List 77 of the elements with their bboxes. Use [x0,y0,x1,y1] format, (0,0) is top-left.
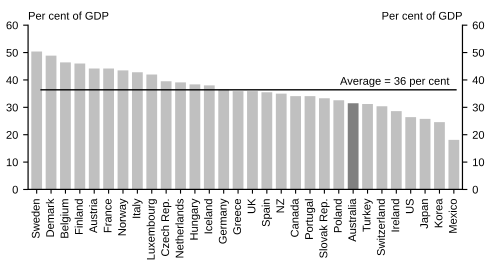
bar [218,89,230,190]
x-tick-label: UK [248,198,256,214]
x-tick-label: Luxembourg [146,199,157,260]
bar [318,98,330,190]
bar [160,81,172,190]
bar [420,118,430,190]
bar [146,74,158,190]
x-tick-label: NZ [276,198,284,212]
bar [31,51,42,190]
y2-tick-label: 50 [472,48,484,57]
x-tick-label: Iceland [204,199,212,234]
bar [118,70,128,190]
x-tick-label: Finland [74,199,83,234]
bar [60,62,71,190]
bar [405,117,416,190]
y-tick-label: 50 [6,48,18,57]
x-tick-label: Italy [132,198,143,218]
y2-tick-label: 20 [472,130,484,139]
y2-tick-label: 0 [472,186,478,194]
x-tick-label: Netherlands [175,198,184,258]
x-tick-label: Canada [290,198,299,237]
y2-axis-title: Per cent of GDP [382,12,462,20]
bar [448,140,460,190]
bar [362,104,373,190]
x-tick-label: Sweden [31,199,40,238]
y-tick-label: 20 [6,130,18,139]
x-tick-label: Ireland [391,199,400,232]
x-tick-label: Japan [420,199,430,229]
y2-tick-label: 30 [472,104,484,112]
x-tick-label: Hungary [190,198,200,240]
x-tick-label: Germany [218,198,229,244]
x-tick-label: Belgium [60,199,71,238]
y-tick-label: 0 [12,186,18,194]
x-tick-label: Mexico [448,198,457,233]
y-tick-label: 30 [6,104,18,112]
bar [175,82,186,190]
bar [103,68,114,190]
x-tick-label: Portugal [304,199,316,239]
x-tick-label: Czech Rep. [160,200,172,256]
x-tick-label: Greece [233,198,242,234]
ref-line-label: Average = 36 per cent [340,76,450,88]
y-axis-title: Per cent of GDP [28,12,108,20]
x-tick-label: France [104,198,112,232]
x-tick-label: Turkey [362,198,373,232]
bar [434,122,445,190]
x-tick-label: Switzerland [376,199,385,256]
bar [190,84,200,190]
bar [88,68,100,190]
x-tick-label: Demark [46,198,54,236]
bar [333,100,344,190]
bar [290,96,302,190]
bar [348,103,359,190]
x-tick-label: US [406,199,414,214]
bar [390,111,402,190]
y-tick-label: 40 [6,76,18,84]
x-tick-label: Norway [118,198,128,236]
x-tick-label: Austria [89,198,98,234]
bar [204,85,215,190]
bar [247,91,258,190]
x-tick-label: Poland [334,199,342,232]
bar [132,72,143,190]
bar [304,96,316,190]
bar [232,91,244,190]
x-tick-label: Korea [434,198,442,228]
bar [46,56,56,190]
x-tick-label: Australia [348,198,356,242]
x-tick-label: Spain [262,199,272,226]
bar [376,106,388,190]
y2-tick-label: 10 [473,158,484,166]
y-tick-label: 10 [6,158,18,166]
bar [276,94,287,190]
y2-tick-label: 60 [472,21,484,30]
bar [261,92,272,190]
bar [74,64,86,190]
y2-tick-label: 40 [472,76,484,84]
y-tick-label: 60 [6,21,18,30]
x-tick-label: Slovak Rep. [319,200,330,258]
